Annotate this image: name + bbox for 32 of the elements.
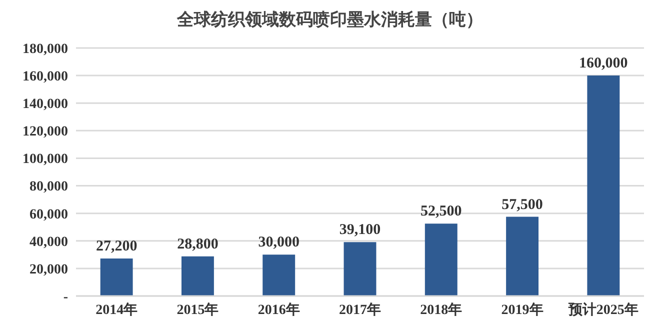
bar (587, 76, 620, 296)
y-tick-label: 40,000 (30, 234, 68, 250)
y-tick-label: 140,000 (22, 97, 68, 112)
data-label: 27,200 (96, 238, 138, 255)
y-tick-label: - (63, 290, 68, 305)
y-tick-label: 180,000 (22, 42, 68, 57)
x-tick-label: 预计2025年 (567, 302, 638, 318)
data-label: 57,500 (502, 196, 543, 213)
data-label: 30,000 (258, 234, 300, 251)
bar (262, 254, 296, 296)
bar (424, 224, 458, 296)
y-tick-label: 20,000 (30, 262, 68, 278)
bar (506, 216, 539, 296)
x-tick-label: 2017年 (339, 302, 381, 318)
bar (181, 256, 214, 296)
data-label: 52,500 (420, 204, 462, 220)
data-label: 160,000 (579, 56, 628, 72)
x-tick-label: 2016年 (258, 302, 300, 318)
y-tick-label: 100,000 (22, 152, 68, 168)
y-tick-label: 160,000 (22, 70, 68, 85)
x-tick-label: 2014年 (96, 302, 138, 318)
chart-title: 全球纺织领域数码喷印墨水消耗量（吨） (176, 9, 484, 31)
x-tick-label: 2019年 (501, 302, 544, 318)
y-tick-label: 80,000 (30, 180, 68, 195)
x-tick-label: 2015年 (176, 302, 219, 318)
data-label: 28,800 (177, 236, 218, 252)
y-tick-label: 120,000 (22, 124, 68, 140)
x-tick-label: 2018年 (420, 302, 462, 318)
bar (100, 258, 133, 296)
y-tick-label: 60,000 (30, 207, 68, 222)
bar (344, 242, 376, 296)
data-label: 39,100 (339, 222, 381, 238)
